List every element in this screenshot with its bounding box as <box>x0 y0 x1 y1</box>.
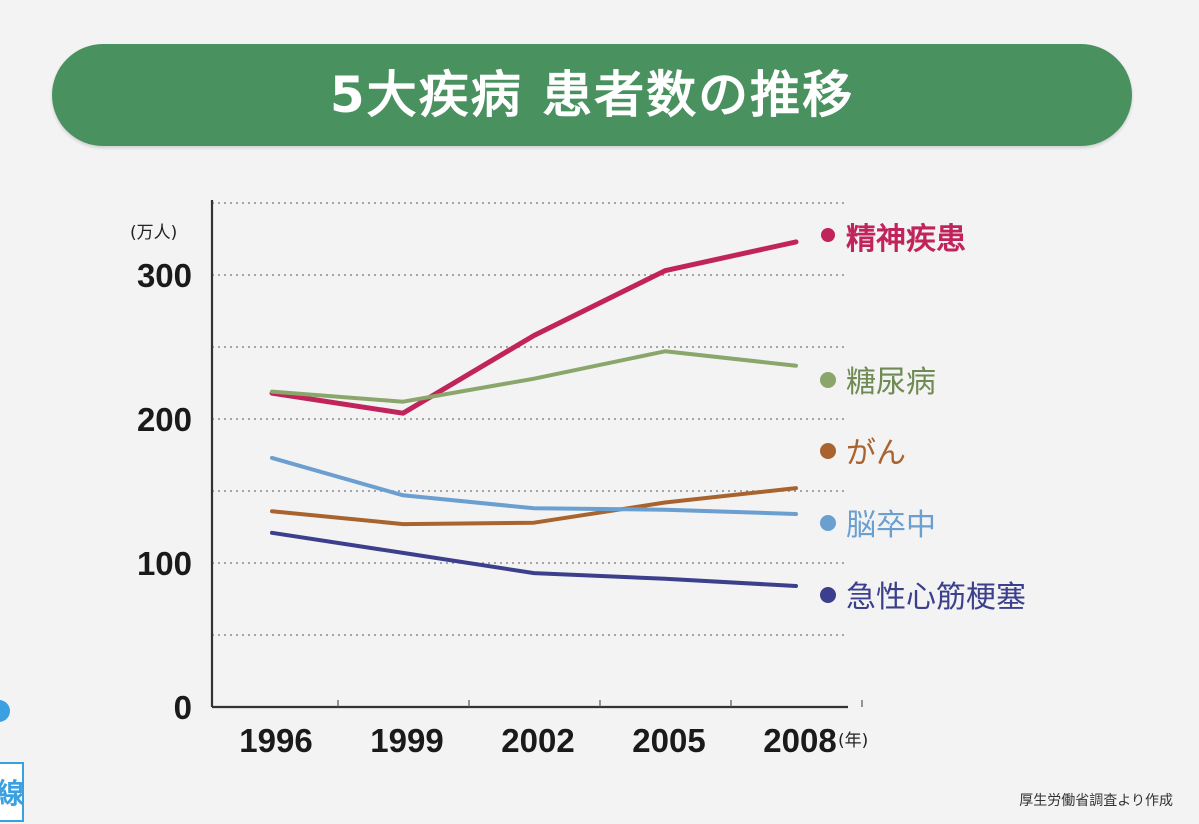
y-tick-label: 300 <box>137 257 192 294</box>
x-tick-label: 2005 <box>632 722 705 759</box>
x-unit-label: (年) <box>838 731 868 751</box>
legend-marker <box>820 372 836 388</box>
y-tick-label: 0 <box>174 689 192 726</box>
axes <box>210 200 863 709</box>
legend-marker <box>820 587 836 603</box>
series-line <box>270 349 798 404</box>
x-tick-label: 1999 <box>370 722 443 759</box>
legend-label: 急性心筋梗塞 <box>846 580 1026 615</box>
grid-lines <box>212 202 848 636</box>
series-lines <box>269 239 799 588</box>
series-line <box>270 486 798 527</box>
source-note: 厚生労働省調査より作成 <box>1019 793 1173 809</box>
legend-marker <box>820 515 836 531</box>
legend-marker <box>820 443 836 459</box>
y-unit-label: (万人) <box>130 223 177 243</box>
chart-title: 5大疾病 患者数の推移 <box>329 66 855 124</box>
y-tick-label: 200 <box>137 401 192 438</box>
edge-box: 線 <box>0 762 24 822</box>
y-tick-label: 100 <box>137 545 192 582</box>
x-tick-label: 1996 <box>239 722 312 759</box>
legend-marker <box>821 228 835 242</box>
x-tick-label: 2008 <box>763 722 836 759</box>
series-line <box>270 530 798 588</box>
series-line <box>270 455 798 516</box>
title-banner: 5大疾病 患者数の推移 <box>52 44 1132 146</box>
series-line <box>269 239 799 416</box>
edge-circle-icon <box>0 700 10 722</box>
legend-label: がん <box>846 436 906 471</box>
legend-label: 脳卒中 <box>846 508 936 543</box>
legend-label: 糖尿病 <box>846 365 936 400</box>
x-tick-label: 2002 <box>501 722 574 759</box>
axis-labels: 0 100 200 300 (万人) 1996 1999 2002 2005 2008 (年) <box>130 223 868 759</box>
legend-label: 精神疾患 <box>846 222 966 257</box>
